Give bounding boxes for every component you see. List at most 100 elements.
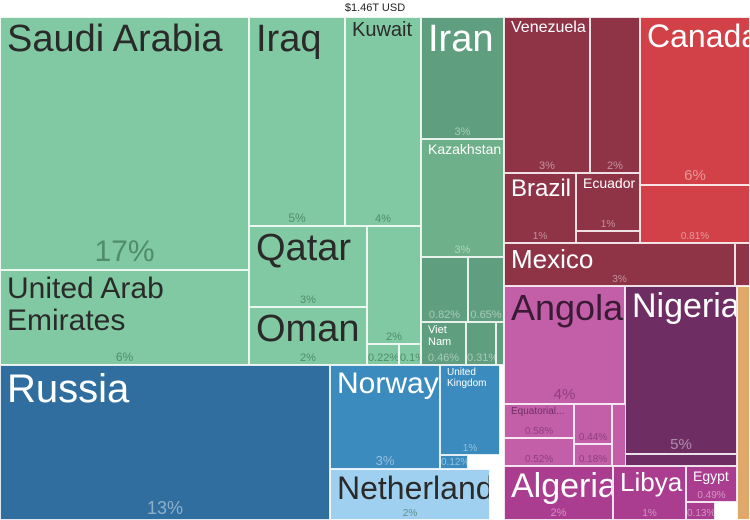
chart-title: $1.46T USD (344, 2, 406, 14)
treemap-cell-viet-nam[interactable]: Viet Nam 0.46% (421, 322, 466, 365)
cell-label: Canada (647, 18, 750, 54)
treemap-cell-oman[interactable]: Oman 2% (249, 307, 367, 365)
cell-share: 5% (670, 436, 692, 453)
treemap-cell[interactable] (612, 404, 626, 466)
treemap-cell[interactable] (625, 454, 737, 466)
cell-label: Iraq (256, 18, 322, 60)
cell-share: 0.58% (524, 426, 554, 437)
treemap-cell[interactable]: 0.52% (504, 438, 574, 466)
cell-share: 1% (600, 219, 616, 230)
treemap-cell-kuwait[interactable]: Kuwait 4% (345, 17, 421, 226)
cell-label: Iran (428, 18, 494, 60)
treemap-cell[interactable]: 0.31% (466, 322, 496, 365)
cell-label: Kazakhstan (428, 141, 502, 157)
cell-share: 4% (375, 213, 391, 225)
cell-label: Qatar (256, 227, 352, 269)
cell-label: Kuwait (352, 19, 413, 41)
cell-share: 2% (402, 508, 418, 519)
treemap-cell[interactable]: 0.65% (468, 257, 504, 322)
cell-label: Nigeria (632, 287, 737, 325)
cell-label: Ecuador (583, 175, 636, 191)
cell-share: 0.22% (368, 352, 399, 364)
cell-share: 1% (642, 508, 657, 519)
cell-share: 3% (612, 274, 627, 285)
treemap-cell[interactable]: 0.1% (399, 344, 421, 365)
treemap-cell-equatorial-[interactable]: Equatorial... 0.58% (504, 404, 574, 438)
cell-label: Oman (256, 308, 360, 350)
treemap-cell-mexico[interactable]: Mexico 3% (504, 243, 735, 286)
cell-label: Algeria (511, 467, 613, 505)
treemap-cell[interactable]: 0.18% (574, 444, 612, 466)
cell-share: 3% (539, 160, 555, 172)
cell-share: 1% (462, 443, 478, 454)
cell-label: Netherlands (337, 470, 489, 506)
treemap-cell[interactable]: 0.12% (440, 455, 468, 469)
cell-share: 3% (454, 244, 471, 256)
treemap-cell-norway[interactable]: Norway 3% (330, 365, 440, 469)
treemap-cell-venezuela[interactable]: Venezuela 3% (504, 17, 590, 173)
treemap-cell-russia[interactable]: Russia 13% (0, 365, 330, 520)
treemap-cell-libya[interactable]: Libya 1% (613, 466, 686, 520)
treemap-cell[interactable]: 0.13% (686, 502, 715, 520)
treemap-cell[interactable]: 2% (367, 226, 421, 344)
cell-label: Libya (620, 467, 683, 497)
cell-share: 0.13% (687, 508, 715, 519)
treemap-cell-saudi-arabia[interactable]: Saudi Arabia 17% (0, 17, 249, 270)
cell-label: Viet Nam (428, 324, 452, 348)
cell-share: 2% (550, 507, 567, 519)
treemap-cell-iraq[interactable]: Iraq 5% (249, 17, 345, 226)
treemap-cell-iran[interactable]: Iran 3% (421, 17, 504, 139)
cell-label: Egypt (693, 468, 729, 484)
treemap-cell[interactable] (576, 231, 640, 243)
cell-share: 2% (300, 352, 316, 364)
treemap-cell[interactable]: 0.82% (421, 257, 468, 322)
treemap-cell[interactable]: 0.81% (640, 185, 750, 243)
treemap-cell-united-arab-emirates[interactable]: United Arab Emirates 6% (0, 270, 249, 365)
cell-label: Brazil (511, 175, 572, 202)
cell-share: 0.18% (578, 454, 608, 465)
treemap-cell-kazakhstan[interactable]: Kazakhstan 3% (421, 139, 504, 257)
treemap-cell-ecuador[interactable]: Ecuador 1% (576, 173, 640, 231)
treemap-cell-nigeria[interactable]: Nigeria 5% (625, 286, 737, 454)
cell-share: 2% (386, 331, 402, 343)
cell-share: 0.44% (578, 432, 608, 443)
treemap-cell-netherlands[interactable]: Netherlands 2% (330, 469, 490, 520)
cell-share: 6% (684, 167, 706, 184)
treemap-cell-united-kingdom[interactable]: United Kingdom 1% (440, 365, 500, 455)
cell-label: United Kingdom (447, 367, 487, 389)
cell-share: 0.31% (467, 352, 496, 364)
treemap-cell[interactable]: 0.44% (574, 404, 612, 444)
cell-label: Norway (337, 367, 439, 400)
cell-label: Equatorial... (511, 406, 565, 417)
treemap-cell[interactable] (735, 243, 750, 286)
cell-label: Mexico (511, 244, 594, 274)
treemap-cell[interactable] (737, 286, 750, 520)
cell-share: 0.82% (428, 309, 461, 321)
cell-share: 2% (607, 160, 623, 172)
cell-share: 0.65% (470, 309, 502, 321)
treemap: Saudi Arabia 17% United Arab Emirates 6% Ira… (0, 17, 750, 520)
cell-share: 0.52% (524, 454, 554, 465)
treemap-cell[interactable] (496, 322, 504, 365)
cell-share: 17% (94, 235, 155, 268)
cell-label: Venezuela (511, 19, 586, 36)
cell-share: 1% (532, 231, 548, 242)
treemap-cell[interactable]: 2% (590, 17, 640, 173)
cell-share: 4% (553, 386, 576, 403)
cell-label: Saudi Arabia (7, 18, 223, 60)
cell-label: United Arab Emirates (7, 272, 164, 337)
treemap-cell-angola[interactable]: Angola 4% (504, 286, 625, 404)
cell-label: Angola (511, 287, 624, 328)
cell-share: 5% (288, 211, 306, 225)
cell-share: 0.81% (680, 231, 710, 242)
treemap-cell-qatar[interactable]: Qatar 3% (249, 226, 367, 307)
treemap-cell[interactable]: 0.22% (367, 344, 399, 365)
treemap-cell-algeria[interactable]: Algeria 2% (504, 466, 613, 520)
cell-share: 0.46% (427, 352, 460, 364)
treemap-cell-canada[interactable]: Canada 6% (640, 17, 750, 185)
treemap-cell-egypt[interactable]: Egypt 0.49% (686, 466, 737, 502)
cell-share: 0.49% (697, 490, 726, 501)
cell-share: 13% (146, 498, 184, 518)
treemap-cell-brazil[interactable]: Brazil 1% (504, 173, 576, 243)
cell-share: 3% (454, 126, 471, 138)
